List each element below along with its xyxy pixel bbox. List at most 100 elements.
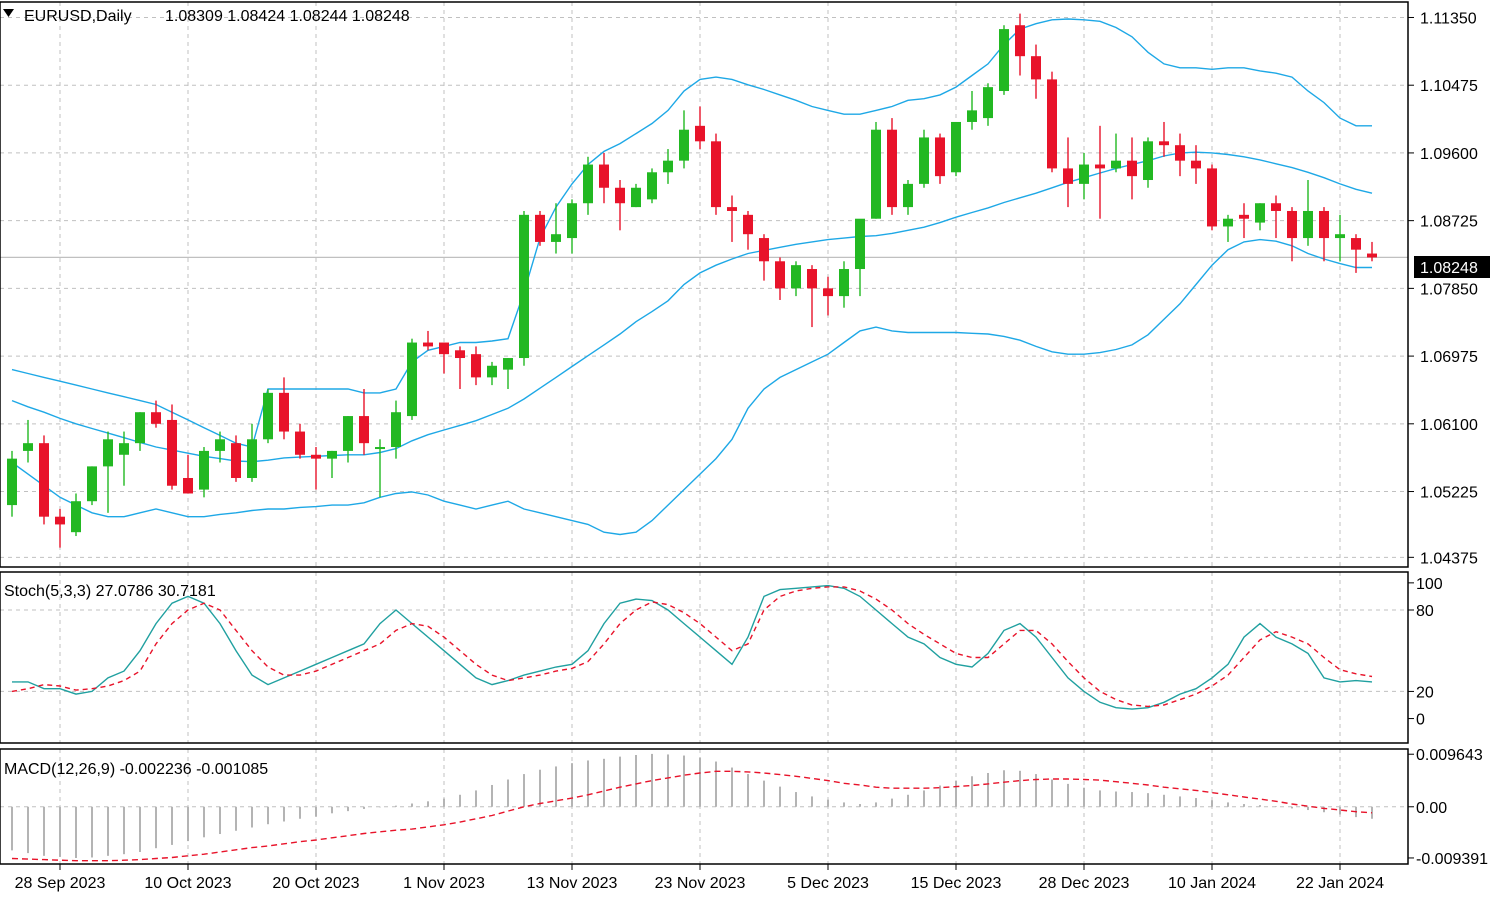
candle-body[interactable] — [1031, 56, 1041, 80]
candles[interactable] — [7, 13, 1377, 548]
candle[interactable] — [295, 423, 305, 459]
candle-body[interactable] — [935, 137, 945, 177]
candle[interactable] — [807, 265, 817, 328]
candle[interactable] — [759, 234, 769, 281]
candle[interactable] — [1351, 234, 1361, 273]
candle[interactable] — [775, 257, 785, 300]
candle-body[interactable] — [663, 160, 673, 173]
candle[interactable] — [1095, 125, 1105, 219]
candle-body[interactable] — [775, 261, 785, 289]
candle-body[interactable] — [423, 342, 433, 347]
candle[interactable] — [87, 466, 97, 506]
candle[interactable] — [919, 129, 929, 188]
candle-body[interactable] — [855, 218, 865, 270]
candle-body[interactable] — [551, 234, 561, 242]
candle[interactable] — [1335, 214, 1345, 262]
candle-body[interactable] — [487, 365, 497, 378]
candle-body[interactable] — [599, 164, 609, 188]
candle[interactable] — [1111, 133, 1121, 173]
candle[interactable] — [839, 261, 849, 308]
candle[interactable] — [375, 439, 385, 498]
candle[interactable] — [1223, 214, 1233, 242]
candle[interactable] — [23, 419, 33, 463]
candle-body[interactable] — [1063, 168, 1073, 184]
candle-body[interactable] — [39, 443, 49, 517]
candle-body[interactable] — [327, 450, 337, 459]
candle[interactable] — [503, 358, 513, 389]
candle-body[interactable] — [903, 183, 913, 208]
candle-body[interactable] — [1223, 218, 1233, 227]
candle[interactable] — [1159, 121, 1169, 157]
candle-body[interactable] — [567, 203, 577, 239]
candle-body[interactable] — [999, 29, 1009, 92]
candle-body[interactable] — [263, 392, 273, 440]
candle-body[interactable] — [679, 129, 689, 161]
candle-body[interactable] — [71, 501, 81, 533]
candle[interactable] — [791, 261, 801, 297]
candle[interactable] — [215, 431, 225, 463]
candle[interactable] — [1303, 180, 1313, 246]
candle-body[interactable] — [759, 238, 769, 262]
candle[interactable] — [823, 276, 833, 316]
candle[interactable] — [1175, 133, 1185, 177]
candle[interactable] — [151, 400, 161, 428]
candle[interactable] — [471, 346, 481, 386]
candle-body[interactable] — [167, 419, 177, 486]
candle[interactable] — [1063, 137, 1073, 208]
candle-body[interactable] — [279, 392, 289, 432]
candle[interactable] — [135, 412, 145, 451]
candle[interactable] — [727, 195, 737, 242]
candle[interactable] — [407, 338, 417, 420]
candle-body[interactable] — [375, 447, 385, 450]
candle[interactable] — [231, 435, 241, 482]
candle[interactable] — [263, 388, 273, 444]
candle[interactable] — [871, 121, 881, 219]
candle[interactable] — [55, 508, 65, 548]
candle-body[interactable] — [1095, 164, 1105, 169]
candle[interactable] — [487, 361, 497, 386]
candle-body[interactable] — [1287, 210, 1297, 239]
candle[interactable] — [647, 168, 657, 204]
candle-body[interactable] — [583, 164, 593, 204]
candle[interactable] — [1031, 44, 1041, 99]
candle-body[interactable] — [103, 439, 113, 467]
candle[interactable] — [1079, 152, 1089, 200]
candle-body[interactable] — [455, 350, 465, 359]
candle-body[interactable] — [1079, 164, 1089, 184]
candle-body[interactable] — [407, 342, 417, 417]
candle[interactable] — [119, 431, 129, 486]
candle-body[interactable] — [1047, 79, 1057, 169]
candle-body[interactable] — [359, 416, 369, 444]
candle-body[interactable] — [295, 431, 305, 455]
candle[interactable] — [279, 377, 289, 440]
candle-body[interactable] — [215, 439, 225, 451]
candle-body[interactable] — [711, 141, 721, 208]
candle-body[interactable] — [247, 439, 257, 478]
candle-body[interactable] — [695, 125, 705, 142]
candle[interactable] — [887, 118, 897, 215]
candle-body[interactable] — [1111, 160, 1121, 169]
candle-body[interactable] — [23, 443, 33, 451]
candle[interactable] — [663, 149, 673, 184]
candle-body[interactable] — [151, 412, 161, 424]
candle-body[interactable] — [743, 214, 753, 235]
candle[interactable] — [183, 454, 193, 494]
candle-body[interactable] — [615, 187, 625, 204]
candle[interactable] — [951, 121, 961, 177]
candle-body[interactable] — [1319, 210, 1329, 239]
candle[interactable] — [1127, 137, 1137, 200]
candle[interactable] — [1143, 137, 1153, 188]
candle-body[interactable] — [791, 265, 801, 289]
candle[interactable] — [327, 450, 337, 478]
candle-body[interactable] — [1303, 210, 1313, 239]
candle-body[interactable] — [1207, 168, 1217, 227]
candle[interactable] — [1255, 203, 1265, 231]
candle[interactable] — [1271, 195, 1281, 239]
candle-body[interactable] — [983, 87, 993, 119]
candle[interactable] — [39, 435, 49, 525]
candle[interactable] — [903, 180, 913, 215]
candle-body[interactable] — [967, 110, 977, 122]
candle[interactable] — [71, 493, 81, 537]
candle[interactable] — [1015, 13, 1025, 76]
candle[interactable] — [167, 404, 177, 490]
